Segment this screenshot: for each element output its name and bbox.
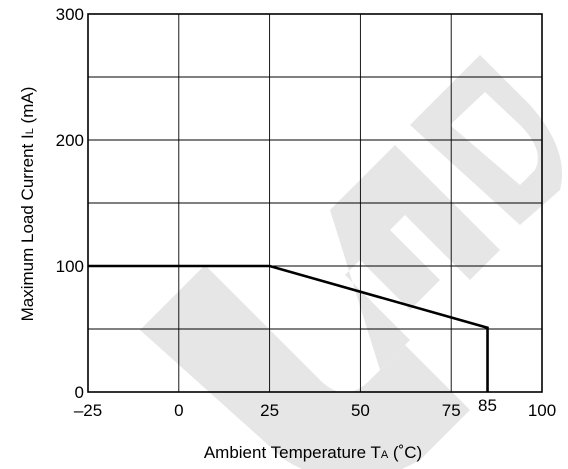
watermark: UED xyxy=(140,55,562,469)
watermark-letter-d xyxy=(410,55,562,225)
series-line xyxy=(88,264,489,392)
series-layer xyxy=(88,264,489,392)
y-tick-label: 0 xyxy=(75,383,84,402)
x-extra-label: 85 xyxy=(478,396,497,415)
x-tick-label: 75 xyxy=(442,401,461,420)
watermark-letter-e xyxy=(330,145,500,370)
y-tick-labels: 0 100 200 300 xyxy=(56,5,84,402)
x-tick-label: 100 xyxy=(528,401,556,420)
grid xyxy=(87,13,543,393)
y-tick-label: 300 xyxy=(56,5,84,24)
x-tick-labels: –25 0 25 50 75 100 xyxy=(74,401,556,420)
x-tick-label: 25 xyxy=(260,401,279,420)
x-axis-label: Ambient Temperature TA (˚C) xyxy=(204,443,422,462)
x-tick-label: –25 xyxy=(74,401,102,420)
y-tick-label: 100 xyxy=(56,257,84,276)
watermark-letter-u xyxy=(140,265,470,469)
y-tick-label: 200 xyxy=(56,131,84,150)
y-axis-label: Maximum Load Current IL (mA) xyxy=(18,87,37,322)
x-tick-label: 50 xyxy=(351,401,370,420)
plot-frame xyxy=(87,13,543,393)
x-tick-label: 0 xyxy=(174,401,183,420)
